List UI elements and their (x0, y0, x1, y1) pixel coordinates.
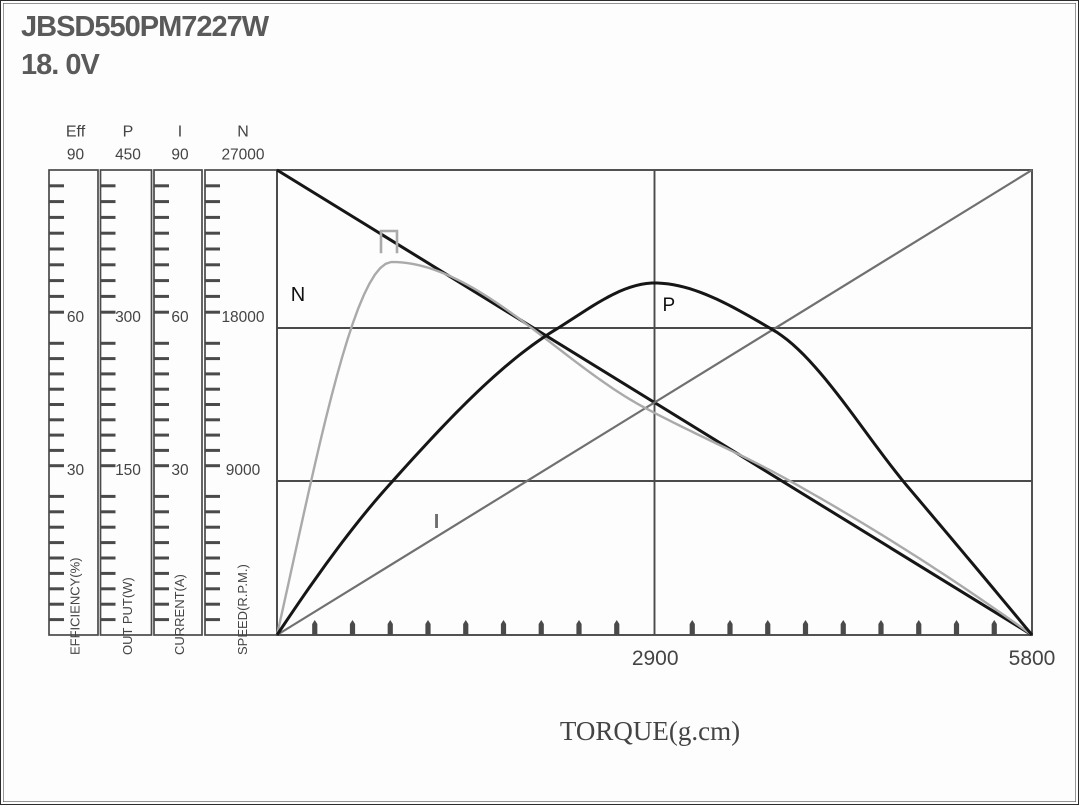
svg-text:2900: 2900 (632, 647, 679, 670)
svg-text:90: 90 (171, 147, 189, 164)
svg-text:OUT PUT(W): OUT PUT(W) (120, 577, 135, 655)
svg-text:P: P (663, 295, 676, 316)
svg-text:N: N (237, 124, 249, 141)
svg-text:27000: 27000 (221, 147, 264, 164)
svg-text:9000: 9000 (226, 462, 261, 479)
svg-text:5800: 5800 (1009, 647, 1056, 670)
svg-text:Eff: Eff (66, 124, 86, 141)
svg-text:450: 450 (115, 147, 141, 164)
svg-text:TORQUE(g.cm): TORQUE(g.cm) (560, 716, 740, 746)
svg-text:300: 300 (115, 309, 141, 326)
svg-text:30: 30 (171, 462, 189, 479)
svg-text:CURRENT(A): CURRENT(A) (172, 574, 187, 655)
svg-text:18000: 18000 (221, 309, 264, 326)
svg-text:I: I (178, 124, 182, 141)
svg-text:150: 150 (115, 462, 141, 479)
svg-text:I: I (434, 511, 440, 533)
svg-text:EFFICIENCY(%): EFFICIENCY(%) (68, 558, 83, 656)
svg-text:N: N (291, 284, 305, 306)
svg-text:30: 30 (67, 462, 85, 479)
svg-text:60: 60 (67, 309, 85, 326)
svg-text:SPEED(R.P.M.): SPEED(R.P.M.) (235, 564, 250, 655)
svg-text:90: 90 (67, 147, 85, 164)
svg-text:P: P (123, 124, 134, 141)
svg-text:60: 60 (171, 309, 189, 326)
